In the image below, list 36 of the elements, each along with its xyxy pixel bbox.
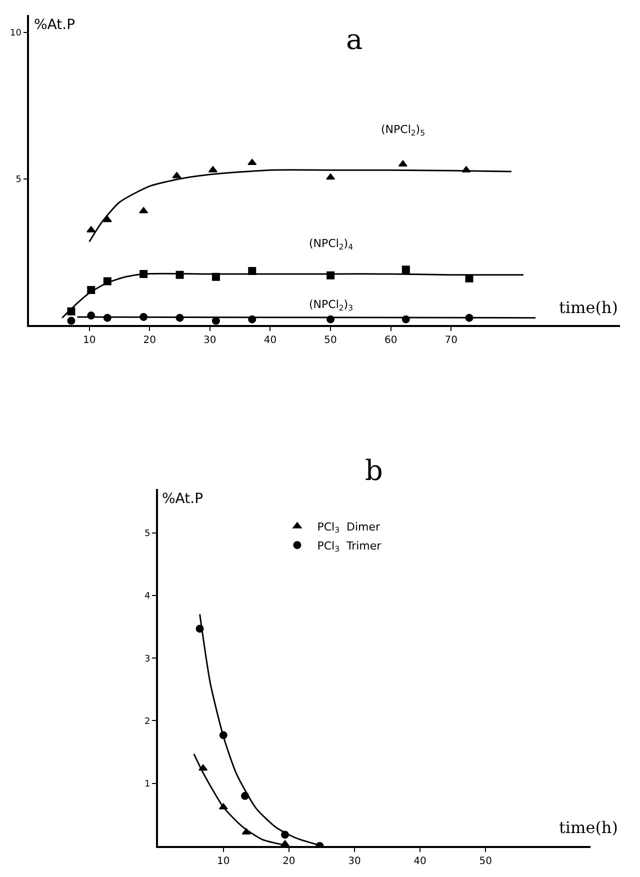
chart-title: a xyxy=(346,23,363,56)
point xyxy=(212,316,220,325)
y-tick-label: 3 xyxy=(144,654,150,664)
point xyxy=(172,172,182,178)
y-tick-label: 4 xyxy=(144,592,151,602)
text: (NPCl$_{2}$)$_{5}$ xyxy=(381,123,426,138)
y-tick-label: 5 xyxy=(16,175,22,186)
legend-label: PCl$_{3}$ Trimer xyxy=(317,539,382,554)
x-tick-label: 50 xyxy=(479,856,492,867)
x-axis-title: time(h) xyxy=(559,818,618,837)
legend-label: PCl$_{3}$ Dimer xyxy=(317,520,381,535)
y-axis-title: %At.P xyxy=(162,491,204,507)
point xyxy=(248,158,257,166)
point xyxy=(102,216,112,222)
x-tick-label: 30 xyxy=(204,334,216,346)
text: (NPCl$_{2}$)$_{4}$ xyxy=(309,237,354,252)
x-tick-label: 10 xyxy=(217,856,230,867)
x-axis-title: time(h) xyxy=(559,298,618,317)
x-tick-label: 40 xyxy=(414,856,426,867)
point xyxy=(402,266,410,274)
x-tick-label: 10 xyxy=(82,334,96,346)
point xyxy=(67,316,76,325)
y-tick-label: 2 xyxy=(144,716,150,727)
x-tick-label: 30 xyxy=(348,856,361,867)
x-tick-label: 20 xyxy=(143,334,156,346)
x-tick-label: 20 xyxy=(282,856,296,867)
x-tick-label: 40 xyxy=(264,334,277,346)
y-tick-label: 1 xyxy=(144,780,150,790)
x-tick-label: 70 xyxy=(444,334,458,346)
y-tick-label: 5 xyxy=(144,529,150,540)
point xyxy=(326,173,336,180)
x-tick-label: 60 xyxy=(384,334,398,346)
x-tick-label: 50 xyxy=(324,334,337,346)
y-axis-title: %At.P xyxy=(34,17,76,33)
chart-title: b xyxy=(365,454,383,487)
series-label: (NPCl$_{2}$)$_{3}$ xyxy=(309,298,354,312)
